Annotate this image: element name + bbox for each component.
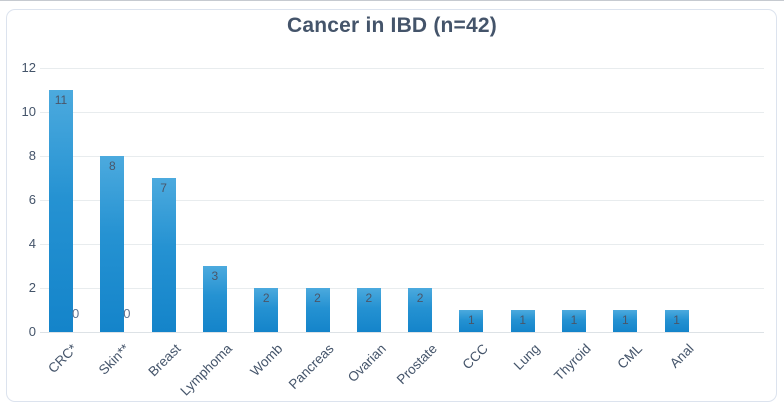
bar-lymphoma	[202, 266, 227, 332]
bar-value-label: 1	[519, 313, 527, 327]
y-axis-tick-label: 12	[21, 60, 36, 75]
zero-value-label: 0	[123, 306, 131, 321]
bar-anal	[664, 310, 689, 332]
gridline-y4	[40, 244, 764, 245]
zero-value-label: 0	[72, 306, 80, 321]
bar-skin	[100, 156, 125, 332]
bar-pancreas	[305, 288, 330, 332]
bar-crc	[49, 90, 73, 332]
bar-value-label: 3	[211, 269, 219, 283]
bar-value-label: 1	[570, 313, 578, 327]
y-axis-tick-label: 6	[28, 192, 36, 207]
gridline-y0	[40, 332, 764, 333]
bar-value-label: 8	[108, 159, 116, 173]
bar-lung	[510, 310, 535, 332]
bar-value-label: 2	[416, 291, 424, 305]
chart-frame	[6, 9, 777, 402]
bar-value-label: 7	[160, 181, 167, 195]
chart-title: Cancer in IBD (n=42)	[287, 14, 497, 37]
bar-cml	[613, 310, 638, 332]
gridline-y10	[40, 112, 764, 113]
y-axis-tick-label: 8	[28, 148, 36, 163]
bar-value-label: 2	[262, 291, 270, 305]
gridline-y6	[40, 200, 764, 201]
bar-ovarian	[356, 288, 381, 332]
bar-value-label: 1	[468, 313, 475, 327]
bar-value-label: 2	[365, 291, 373, 305]
bar-thyroid	[562, 310, 586, 332]
bar-womb	[254, 288, 279, 332]
bar-value-label: 11	[54, 93, 68, 107]
y-axis-tick-label: 10	[21, 104, 36, 119]
gridline-y2	[40, 288, 764, 289]
gridline-y8	[40, 156, 764, 157]
bar-breast	[151, 178, 176, 332]
y-axis-tick-label: 2	[28, 280, 36, 295]
bar-value-label: 2	[314, 291, 321, 305]
y-axis-tick-label: 4	[28, 236, 36, 251]
bar-value-label: 1	[673, 313, 680, 327]
y-axis-tick-label: 0	[28, 324, 36, 339]
bar-ccc	[459, 310, 484, 332]
bar-prostate	[408, 288, 433, 332]
bar-value-label: 1	[621, 313, 629, 327]
gridline-y12	[40, 68, 764, 69]
